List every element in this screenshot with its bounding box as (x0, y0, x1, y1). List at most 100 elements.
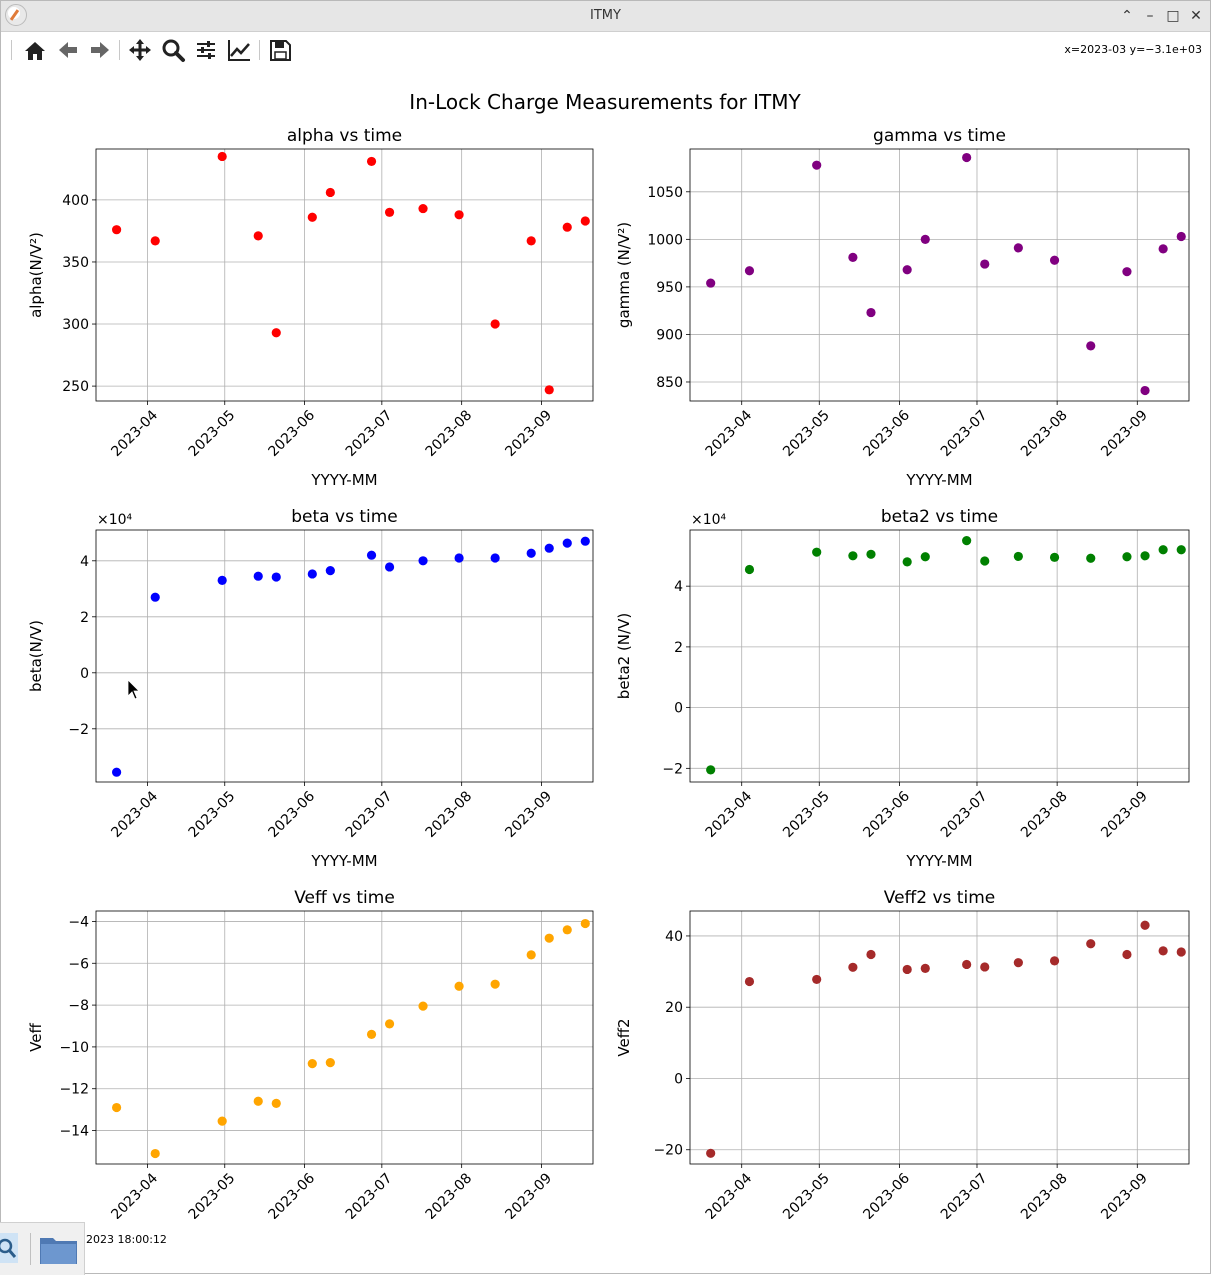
data-point (980, 962, 990, 972)
data-point (490, 979, 500, 989)
data-point (1122, 267, 1132, 277)
maximize-button[interactable]: □ (1166, 8, 1180, 24)
x-tick-label: 2023-06 (860, 407, 913, 460)
x-tick-label: 2023-09 (502, 407, 555, 460)
data-point (744, 564, 755, 575)
x-tick-label: 2023-04 (703, 407, 756, 460)
data-point (490, 553, 500, 563)
title-bar: ITMY ⌃ – □ ✕ (1, 1, 1210, 32)
x-tick-label: 2023-09 (1098, 788, 1151, 841)
data-point (366, 156, 377, 167)
navigation-toolbar: x=2023-03 y=−3.1e+03 (1, 32, 1210, 68)
x-tick-label: 2023-06 (860, 1170, 913, 1219)
folder-icon[interactable] (39, 1232, 79, 1266)
x-tick-label: 2023-05 (186, 788, 239, 841)
data-point (902, 557, 912, 567)
taskbar-separator (30, 1233, 31, 1265)
data-point (544, 933, 554, 943)
data-point (962, 152, 972, 163)
subplot-title: beta2 vs time (881, 507, 998, 527)
floppy-icon (270, 40, 291, 61)
y-tick-label: −4 (68, 914, 89, 930)
x-tick-label: 2023-07 (343, 407, 396, 460)
y-tick-label: 20 (665, 1000, 683, 1016)
taskbar-clock: 2023 18:00:12 (86, 1233, 167, 1246)
data-point (1049, 552, 1060, 562)
x-tick-label: 2023-05 (780, 1170, 833, 1219)
data-point (253, 571, 263, 581)
figure-canvas[interactable]: In-Lock Charge Measurements for ITMY 202… (1, 69, 1210, 1219)
y-tick-label: −6 (68, 956, 89, 972)
data-point (706, 278, 716, 288)
forward-button[interactable] (86, 36, 114, 64)
x-tick-label: 2023-07 (343, 1170, 396, 1219)
data-point (325, 187, 335, 198)
home-icon (25, 42, 45, 60)
data-point (1140, 920, 1150, 930)
toolbar-grip (11, 40, 12, 60)
data-point (271, 1098, 281, 1108)
data-point (812, 547, 822, 557)
x-tick-label: 2023-05 (186, 1170, 239, 1219)
data-point (1140, 551, 1150, 561)
chevron-up-icon[interactable]: ⌃ (1121, 8, 1133, 24)
data-point (418, 1001, 428, 1011)
data-point (812, 974, 822, 985)
data-point (454, 981, 464, 991)
x-axis-label: YYYY-MM (905, 471, 972, 489)
pan-button[interactable] (126, 36, 154, 64)
zoom-button[interactable] (159, 36, 187, 64)
back-button[interactable] (54, 36, 82, 64)
x-tick-label: 2023-08 (1018, 407, 1071, 460)
data-point (307, 1059, 317, 1069)
configure-subplots-button[interactable] (192, 36, 220, 64)
data-point (253, 231, 263, 241)
data-point (112, 1102, 122, 1113)
y-axis-label: gamma (N/V²) (615, 222, 633, 328)
search-icon[interactable] (0, 1233, 20, 1263)
y-tick-label: 4 (674, 579, 683, 595)
y-tick-label: 400 (62, 193, 89, 209)
data-point (580, 216, 590, 226)
minimize-button[interactable]: – (1146, 8, 1154, 24)
y-axis-label: beta(N/V) (27, 620, 45, 692)
data-point (962, 536, 972, 546)
x-tick-label: 2023-08 (1018, 788, 1071, 841)
close-button[interactable]: ✕ (1190, 8, 1202, 24)
home-button[interactable] (21, 36, 49, 64)
data-point (490, 319, 500, 329)
data-point (1158, 244, 1168, 254)
data-point (150, 1148, 160, 1159)
data-point (1158, 545, 1168, 555)
data-point (980, 556, 990, 566)
data-point (812, 160, 822, 170)
data-point (217, 1116, 227, 1126)
data-point (920, 552, 930, 562)
data-point (544, 385, 554, 395)
x-tick-label: 2023-08 (423, 1170, 476, 1219)
arrow-left-icon (59, 42, 77, 58)
y-tick-label: 250 (62, 379, 89, 395)
y-axis-label: alpha(N/V²) (27, 232, 45, 318)
data-point (962, 959, 972, 970)
toolbar-separator (119, 40, 120, 60)
arrow-right-icon (91, 42, 109, 58)
x-tick-label: 2023-09 (1098, 1170, 1151, 1219)
y-axis-label: Veff (27, 1023, 45, 1052)
data-point (1049, 956, 1060, 966)
axes-frame (95, 529, 594, 783)
x-tick-label: 2023-06 (266, 788, 319, 841)
y-tick-label: 850 (656, 375, 683, 391)
subplot-title: alpha vs time (287, 126, 402, 146)
axes-frame (689, 910, 1190, 1165)
subplot-title: gamma vs time (873, 126, 1006, 146)
data-point (920, 963, 930, 973)
edit-axis-button[interactable] (225, 36, 253, 64)
data-point (706, 1148, 716, 1158)
save-button[interactable] (266, 36, 294, 64)
data-point (1013, 243, 1023, 253)
y-tick-label: −8 (68, 998, 89, 1014)
data-point (866, 307, 876, 318)
data-point (526, 548, 536, 558)
